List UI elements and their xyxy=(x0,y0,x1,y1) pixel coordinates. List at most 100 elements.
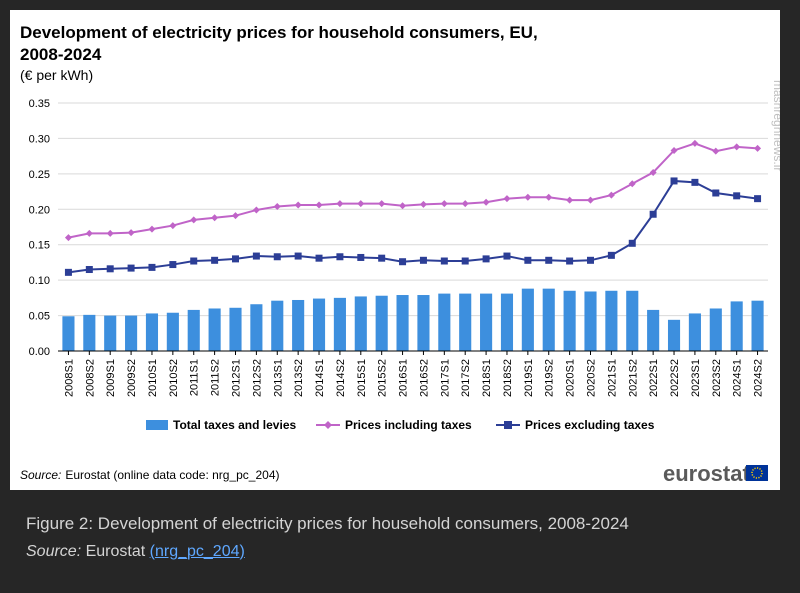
x-tick-label: 2013S1 xyxy=(272,359,284,397)
bar-taxes-2011S2 xyxy=(208,308,221,351)
y-tick-label: 0.35 xyxy=(29,98,50,110)
point-excl-2019S1 xyxy=(524,256,532,264)
point-excl-2019S2 xyxy=(545,256,553,264)
x-tick-label: 2024S1 xyxy=(732,359,744,397)
y-tick-label: 0.30 xyxy=(29,133,50,145)
point-excl-2013S1 xyxy=(273,253,281,261)
point-incl-2022S2 xyxy=(670,146,678,154)
chart-source: Source: Eurostat (online data code: nrg_p… xyxy=(20,468,280,482)
point-excl-2021S1 xyxy=(607,251,615,259)
point-incl-2010S2 xyxy=(169,222,177,230)
point-excl-2014S2 xyxy=(336,253,344,261)
eurostat-logo-text: eurostat xyxy=(663,461,750,486)
y-tick-label: 0.05 xyxy=(29,311,50,323)
point-excl-2023S1 xyxy=(691,178,699,186)
point-incl-2012S2 xyxy=(252,206,260,214)
x-tick-label: 2009S2 xyxy=(126,359,138,397)
x-tick-label: 2022S1 xyxy=(648,359,660,397)
bar-taxes-2015S1 xyxy=(354,296,367,351)
point-incl-2011S1 xyxy=(190,216,198,224)
point-excl-2020S2 xyxy=(587,256,594,264)
point-excl-2008S2 xyxy=(85,266,93,274)
point-excl-2013S2 xyxy=(294,252,302,260)
legend-label-excl: Prices excluding taxes xyxy=(525,418,655,432)
bar-taxes-2020S2 xyxy=(584,291,597,351)
y-axis-ticks: 0.00 0.05 0.10 0.15 0.20 0.25 0.30 0.35 xyxy=(29,98,50,358)
eu-flag-icon xyxy=(746,465,768,481)
point-excl-2009S2 xyxy=(127,264,135,272)
watermark: mashreghnews.ir xyxy=(771,80,780,171)
point-incl-2013S2 xyxy=(294,201,302,209)
x-tick-label: 2018S1 xyxy=(481,359,493,397)
bar-taxes-2024S2 xyxy=(751,300,764,351)
x-tick-label: 2011S2 xyxy=(210,359,222,396)
point-incl-2020S2 xyxy=(587,196,594,204)
bar-taxes-2017S2 xyxy=(459,293,472,351)
series-line-excl xyxy=(68,179,758,274)
bar-taxes-2023S2 xyxy=(709,308,722,351)
point-excl-2020S1 xyxy=(566,257,574,265)
point-incl-2012S1 xyxy=(232,212,239,220)
x-tick-label: 2015S1 xyxy=(356,359,368,397)
chart-figure: Development of electricity prices for ho… xyxy=(10,10,780,490)
point-incl-2015S2 xyxy=(378,200,386,208)
point-excl-2015S1 xyxy=(357,253,365,261)
point-incl-2015S1 xyxy=(357,200,365,208)
x-tick-label: 2020S2 xyxy=(586,359,598,397)
source-link[interactable]: (nrg_pc_204) xyxy=(150,543,245,560)
bar-taxes-2018S1 xyxy=(480,293,493,351)
x-tick-label: 2016S1 xyxy=(398,359,410,397)
y-tick-label: 0.10 xyxy=(29,275,50,287)
caption-source: Source: Eurostat (nrg_pc_204) xyxy=(26,540,766,564)
figure-caption: Figure 2: Development of electricity pri… xyxy=(26,512,766,564)
bar-series xyxy=(62,288,764,351)
source-link-close: ) xyxy=(239,543,245,560)
point-excl-2017S2 xyxy=(461,257,469,265)
chart-source-label: Source: xyxy=(20,468,61,482)
y-tick-label: 0.15 xyxy=(29,240,50,252)
series-line-incl xyxy=(68,142,758,239)
x-tick-label: 2014S2 xyxy=(335,359,347,397)
legend-marker-excl xyxy=(504,421,512,429)
point-incl-2008S2 xyxy=(85,229,93,237)
legend-label-taxes: Total taxes and levies xyxy=(173,418,296,432)
bar-taxes-2023S1 xyxy=(688,313,701,351)
eu-stars-icon xyxy=(751,467,763,479)
point-excl-2022S2 xyxy=(670,177,678,185)
point-excl-2017S1 xyxy=(440,257,448,265)
point-incl-2023S1 xyxy=(691,139,699,147)
source-link-open: ( xyxy=(149,543,155,560)
bar-taxes-2009S1 xyxy=(104,315,117,351)
point-excl-2023S2 xyxy=(712,189,720,197)
point-incl-2019S2 xyxy=(545,193,553,201)
bar-taxes-2024S1 xyxy=(730,301,743,351)
x-tick-label: 2015S2 xyxy=(377,359,389,397)
point-excl-2008S1 xyxy=(64,268,72,276)
point-incl-2017S2 xyxy=(461,200,469,208)
x-tick-label: 2022S2 xyxy=(669,359,681,397)
point-incl-2017S1 xyxy=(440,200,448,208)
point-excl-2010S1 xyxy=(148,263,156,271)
bar-taxes-2021S2 xyxy=(626,290,639,351)
point-excl-2011S1 xyxy=(190,257,198,265)
legend-marker-incl xyxy=(324,421,332,429)
bar-taxes-2013S1 xyxy=(271,300,284,351)
chart-svg: Development of electricity prices for ho… xyxy=(20,23,780,486)
x-tick-label: 2013S2 xyxy=(293,359,305,397)
point-excl-2021S2 xyxy=(628,239,636,247)
point-incl-2021S2 xyxy=(628,180,636,188)
point-incl-2023S2 xyxy=(712,147,720,155)
x-tick-label: 2010S1 xyxy=(147,359,159,397)
grid-layer xyxy=(58,102,768,317)
bar-taxes-2018S2 xyxy=(500,293,514,351)
x-tick-label: 2009S1 xyxy=(105,359,117,397)
point-incl-2018S1 xyxy=(482,198,490,206)
y-tick-label: 0.25 xyxy=(29,169,50,181)
eurostat-logo: eurostat xyxy=(663,461,768,486)
y-tick-label: 0.20 xyxy=(29,204,50,216)
bar-taxes-2010S1 xyxy=(145,313,159,351)
x-tick-label: 2020S1 xyxy=(565,359,577,397)
point-incl-2020S1 xyxy=(566,196,574,204)
point-excl-2024S1 xyxy=(733,192,741,200)
x-axis-ticks: 2008S1 2008S2 2009S1 2009S2 2010S1 2010S2 2011… xyxy=(63,351,765,397)
